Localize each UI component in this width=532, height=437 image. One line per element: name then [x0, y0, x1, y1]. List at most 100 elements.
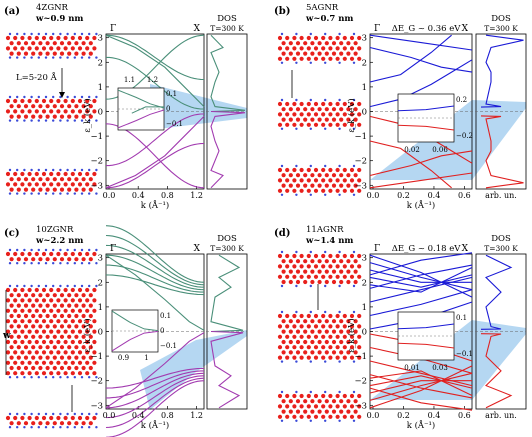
xtick-label: 0.8 — [161, 191, 174, 200]
carbon-atom — [313, 334, 319, 339]
carbon-atom — [49, 329, 54, 334]
carbon-atom — [56, 339, 61, 345]
carbon-atom — [349, 404, 355, 409]
hydrogen-atom — [338, 360, 341, 363]
carbon-atom — [23, 324, 29, 329]
carbon-atom — [306, 167, 311, 173]
carbon-atom — [77, 415, 83, 421]
carbon-atom — [92, 360, 97, 365]
hydrogen-atom — [95, 95, 98, 99]
carbon-atom — [328, 188, 333, 193]
hydrogen-atom — [73, 56, 77, 59]
width-value: 0.9 nm — [50, 14, 83, 24]
carbon-atom — [285, 46, 290, 51]
carbon-atom — [9, 114, 14, 119]
carbon-atom — [88, 187, 93, 192]
carbon-atom — [59, 104, 65, 109]
inset-ytick-label: −0.1 — [160, 342, 177, 350]
carbon-atom — [41, 371, 47, 376]
carbon-atom — [92, 287, 97, 293]
hydrogen-atom — [88, 32, 91, 36]
carbon-atom — [23, 104, 29, 109]
carbon-atom — [63, 98, 68, 104]
hydrogen-atom — [44, 376, 48, 379]
carbon-atom — [38, 293, 43, 298]
carbon-atom — [288, 269, 293, 274]
carbon-atom — [303, 409, 308, 414]
carbon-atom — [27, 298, 32, 303]
carbon-atom — [357, 274, 362, 279]
carbon-atom — [92, 350, 97, 355]
carbon-atom — [339, 409, 344, 414]
carbon-atom — [339, 117, 344, 122]
carbon-atom — [317, 399, 322, 404]
hydrogen-atom — [66, 32, 69, 36]
carbon-atom — [92, 98, 97, 104]
hydrogen-atom — [324, 164, 327, 168]
carbon-atom — [342, 404, 347, 409]
carbon-atom — [41, 319, 47, 324]
carbon-atom — [34, 360, 39, 365]
carbon-atom — [328, 35, 333, 41]
carbon-atom — [34, 35, 39, 41]
ytick-label: 3 — [362, 34, 367, 44]
carbon-atom — [59, 177, 65, 182]
carbon-atom — [339, 41, 344, 46]
carbon-atom — [349, 345, 355, 350]
hydrogen-atom — [338, 32, 341, 36]
carbon-atom — [13, 182, 18, 187]
hydrogen-atom — [37, 56, 40, 59]
hydrogen-atom — [44, 262, 48, 265]
carbon-atom — [313, 355, 319, 360]
ytick-label: −2 — [90, 157, 103, 167]
carbon-atom — [38, 313, 43, 319]
ytick-label: 0 — [362, 108, 367, 118]
carbon-atom — [45, 365, 50, 371]
carbon-atom — [353, 409, 358, 414]
hydrogen-atom — [30, 32, 33, 36]
hydrogen-atom — [59, 56, 62, 59]
carbon-atom — [23, 355, 29, 360]
carbon-atom — [63, 251, 68, 257]
carbon-atom — [335, 355, 340, 360]
hydrogen-atom — [23, 426, 26, 429]
carbon-atom — [335, 178, 340, 183]
carbon-atom — [321, 167, 326, 173]
inset-ytick-label: 0.2 — [456, 96, 467, 104]
dos-curve — [210, 110, 246, 189]
carbon-atom — [288, 51, 293, 56]
band-line — [105, 244, 205, 288]
ribbon-width: w~2.2 nm — [35, 236, 83, 246]
carbon-atom — [92, 182, 97, 187]
temperature-label: T=300 K — [484, 244, 518, 253]
carbon-atom — [81, 365, 86, 371]
carbon-atom — [63, 182, 68, 187]
carbon-atom — [63, 171, 68, 177]
carbon-atom — [321, 253, 326, 259]
band-line — [105, 274, 205, 296]
carbon-atom — [321, 324, 326, 329]
hydrogen-atom — [338, 127, 341, 130]
hydrogen-atom — [95, 248, 98, 252]
temperature-label: T=300 K — [484, 24, 518, 33]
hydrogen-atom — [44, 412, 48, 416]
carbon-atom — [357, 414, 362, 419]
carbon-atom — [67, 421, 72, 426]
band-line — [369, 59, 473, 108]
hydrogen-atom — [8, 284, 12, 288]
hydrogen-atom — [16, 412, 19, 416]
carbon-atom — [77, 339, 83, 345]
carbon-atom — [5, 298, 11, 303]
carbon-atom — [13, 415, 18, 421]
carbon-atom — [306, 253, 311, 259]
hydrogen-atom — [309, 98, 312, 102]
carbon-atom — [59, 365, 65, 371]
carbon-atom — [342, 345, 347, 350]
hydrogen-atom — [73, 262, 77, 265]
ytick-label: 2 — [362, 278, 367, 288]
carbon-atom — [285, 35, 290, 41]
carbon-atom — [49, 371, 54, 376]
gamma-point-label: Γ — [110, 244, 116, 254]
carbon-atom — [277, 334, 283, 339]
hydrogen-atom — [16, 248, 19, 252]
